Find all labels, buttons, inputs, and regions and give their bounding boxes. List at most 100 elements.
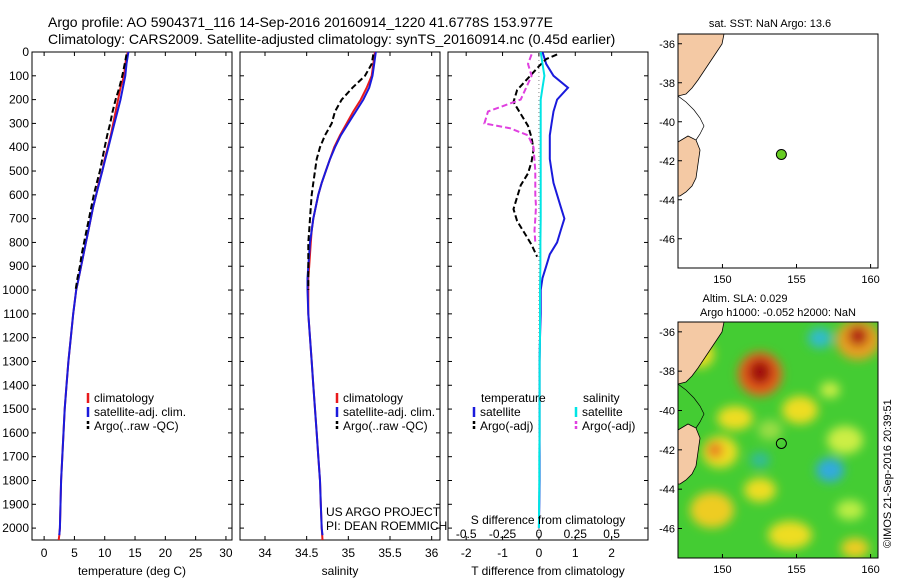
difference-t-label: T difference from climatology [471, 564, 625, 578]
depth-tick-label: 1900 [2, 497, 29, 511]
s-tick-label: -0.25 [489, 527, 517, 541]
s-tick-label: 0 [536, 527, 543, 541]
legend-title-salinity: salinity [583, 391, 620, 405]
depth-tick-label: 1600 [2, 426, 29, 440]
depth-tick-label: 1100 [3, 307, 29, 321]
map-y-tick-label: -46 [659, 524, 675, 536]
x-tick-label: 34 [258, 546, 272, 560]
x-tick-label: 25 [189, 546, 203, 560]
map-y-tick-label: -36 [659, 327, 675, 339]
depth-tick-label: 500 [9, 164, 29, 178]
altimetry-title-2: Argo h1000: -0.052 h2000: NaN [700, 307, 856, 319]
x-tick-label: 20 [159, 546, 173, 560]
map-x-tick-label: 160 [861, 564, 879, 576]
x-tick-label: 5 [71, 546, 78, 560]
altimetry-title-1: Altim. SLA: 0.029 [703, 293, 788, 305]
legend-title-temperature: temperature [481, 391, 546, 405]
imos-credit: ©IMOS 21-Sep-2016 20:39:51 [882, 399, 894, 548]
map-y-tick-label: -46 [659, 234, 675, 246]
x-tick-label: 30 [219, 546, 233, 560]
temperature-axes-frame [31, 51, 233, 541]
depth-tick-label: 600 [9, 188, 29, 202]
map-y-tick-label: -44 [659, 195, 675, 207]
sla-heatmap [678, 322, 878, 558]
x-tick-label: -2 [461, 546, 472, 560]
difference-s-label: S difference from climatology [471, 513, 626, 527]
map-y-tick-label: -38 [659, 366, 675, 378]
sla-tasmania [678, 423, 701, 485]
series-argo-raw-qc- [307, 54, 375, 290]
sla-map-frame [677, 321, 879, 559]
map-y-tick-label: -44 [659, 484, 675, 496]
depth-tick-label: 1400 [2, 378, 29, 392]
map-y-tick-label: -40 [659, 406, 675, 418]
legend-label: Argo(-adj) [582, 419, 635, 433]
legend-label: satellite-adj. clim. [94, 405, 186, 419]
sst-mainland [678, 34, 725, 97]
map-y-tick-label: -38 [659, 78, 675, 90]
depth-tick-label: 1000 [2, 283, 29, 297]
salinity-xlabel: salinity [322, 564, 359, 578]
depth-tick-label: 0 [22, 45, 29, 59]
x-tick-label: 10 [98, 546, 112, 560]
series-s-argo-adj- [483, 54, 538, 243]
depth-tick-label: 1200 [2, 331, 29, 345]
map-x-tick-label: 155 [787, 564, 805, 576]
series-s-satellite [537, 51, 546, 529]
project-annotation: US ARGO PROJECT [326, 505, 441, 519]
x-tick-label: 2 [608, 546, 615, 560]
x-tick-label: 15 [128, 546, 142, 560]
sla-argo-marker [775, 437, 787, 449]
s-tick-label: 0.25 [564, 527, 588, 541]
sst-map-panel: sat. SST: NaN Argo: 13.6 150 155 160 -36 -38… [659, 18, 880, 286]
map-y-tick-label: -40 [659, 117, 675, 129]
map-x-tick-label: 160 [861, 274, 879, 286]
depth-tick-label: 1300 [2, 354, 29, 368]
x-tick-label: 34.5 [295, 546, 319, 560]
depth-tick-label: 2000 [2, 521, 29, 535]
series-satellite-adj-clim- [58, 51, 130, 536]
map-x-tick-label: 150 [713, 274, 731, 286]
legend-label: satellite [582, 405, 623, 419]
legend-label: Argo(..raw -QC) [94, 419, 179, 433]
header-line-1: Argo profile: AO 5904371_116 14-Sep-2016… [48, 14, 553, 30]
legend-label: climatology [343, 391, 403, 405]
s-tick-label: -0.5 [456, 527, 477, 541]
sla-coastline [678, 383, 705, 429]
map-y-tick-label: -42 [659, 156, 675, 168]
series-satellite-adj-clim- [306, 51, 377, 536]
depth-tick-label: 300 [9, 116, 29, 130]
depth-tick-label: 1800 [2, 473, 29, 487]
salinity-panel: 34 34.5 35 35.5 36 salinity climatologysatel… [239, 51, 447, 578]
sla-mainland [678, 322, 725, 385]
x-tick-label: 35 [342, 546, 356, 560]
difference-panel: -2 -1 0 1 2 S difference from climatology -0… [447, 51, 649, 578]
sst-tasmania [678, 135, 701, 197]
temperature-panel: 0100200300400500600700800900100011001200… [2, 45, 233, 578]
depth-tick-label: 800 [9, 235, 29, 249]
sst-map-frame [677, 33, 879, 269]
x-tick-label: 36 [425, 546, 439, 560]
sst-argo-marker [775, 148, 787, 160]
series-argo-raw-qc- [74, 54, 128, 291]
depth-tick-label: 700 [9, 212, 29, 226]
legend-label: climatology [94, 391, 154, 405]
depth-tick-label: 1700 [2, 450, 29, 464]
salinity-axes-frame [239, 51, 441, 541]
difference-legend: temperature salinitysatelliteArgo(-adj)sa… [472, 391, 635, 433]
x-tick-label: 0 [41, 546, 48, 560]
x-tick-label: -1 [497, 546, 508, 560]
difference-axes-frame [447, 51, 649, 541]
legend-label: Argo(..raw -QC) [343, 419, 428, 433]
legend-label: Argo(-adj) [480, 419, 533, 433]
map-y-tick-label: -42 [659, 445, 675, 457]
legend-label: satellite [480, 405, 521, 419]
map-y-tick-label: -36 [659, 39, 675, 51]
map-x-tick-label: 150 [713, 564, 731, 576]
x-tick-label: 0 [536, 546, 543, 560]
x-tick-label: 1 [572, 546, 579, 560]
s-tick-label: 0.5 [603, 527, 620, 541]
